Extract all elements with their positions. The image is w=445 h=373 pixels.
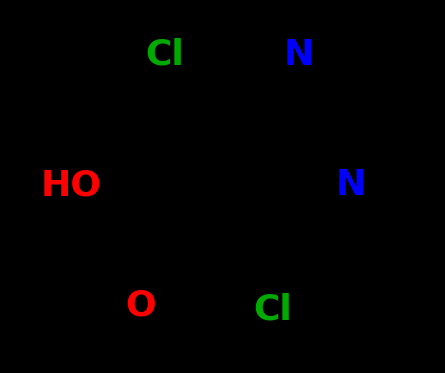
Text: N: N — [284, 38, 314, 72]
Text: Cl: Cl — [146, 37, 184, 71]
Text: Cl: Cl — [254, 292, 292, 327]
Text: O: O — [125, 289, 156, 323]
Text: N: N — [336, 167, 366, 202]
Text: HO: HO — [41, 169, 102, 203]
